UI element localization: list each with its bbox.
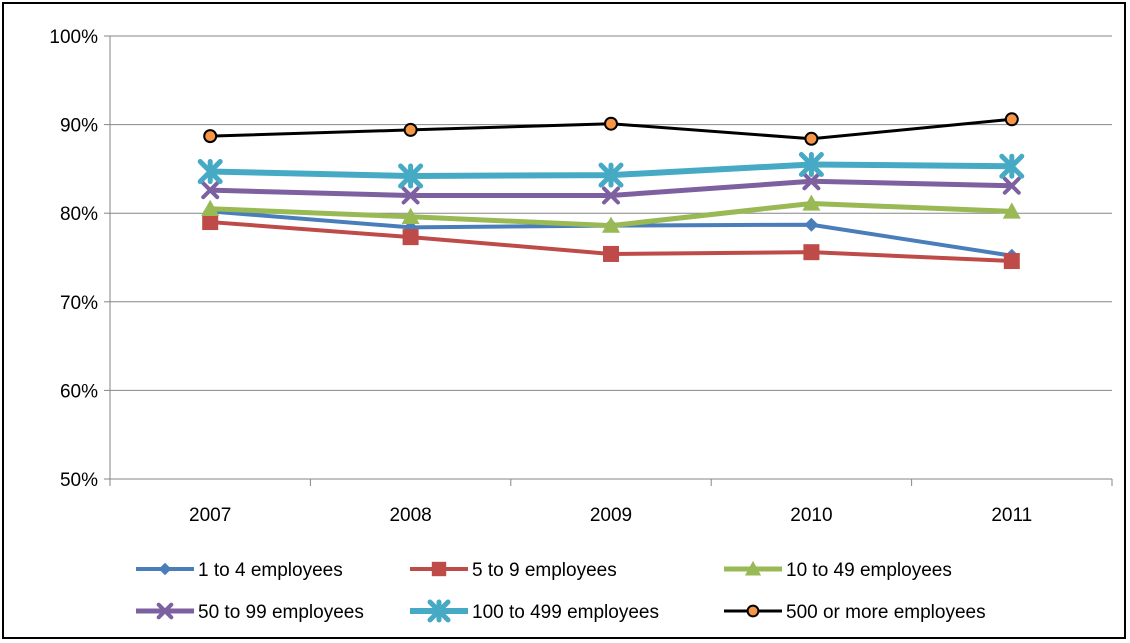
data-point-s6-3 [605,118,617,130]
y-tick-label: 50% [60,470,98,491]
legend-label-2: 5 to 9 employees [472,560,617,581]
legend-label-4: 50 to 99 employees [198,602,364,623]
y-tick-label: 80% [60,204,98,225]
legend-label-5: 100 to 499 employees [472,602,659,623]
legend-label-6: 500 or more employees [786,602,986,623]
legend-marker-2 [432,562,446,576]
data-point-s1-4 [804,218,818,232]
legend-marker-1 [159,563,172,576]
data-point-s2-3 [603,246,619,262]
data-point-s2-4 [803,244,819,260]
legend-marker-6 [748,606,759,617]
y-tick-label: 100% [49,27,98,48]
legend-label-1: 1 to 4 employees [198,560,343,581]
legend-label-3: 10 to 49 employees [786,560,952,581]
x-tick-label: 2009 [590,505,632,526]
data-point-s6-5 [1006,113,1018,125]
data-point-s6-4 [805,133,817,145]
x-tick-label: 2011 [991,505,1032,526]
x-tick-label: 2010 [790,505,832,526]
data-point-s6-2 [405,124,417,136]
data-point-s2-1 [202,214,218,230]
x-tick-label: 2008 [389,505,431,526]
y-tick-label: 70% [60,293,98,314]
data-point-s6-1 [204,130,216,142]
y-tick-label: 60% [60,381,98,402]
data-point-s2-2 [403,229,419,245]
data-point-s2-5 [1004,253,1020,269]
x-tick-label: 2007 [189,505,231,526]
y-tick-label: 90% [60,116,98,137]
